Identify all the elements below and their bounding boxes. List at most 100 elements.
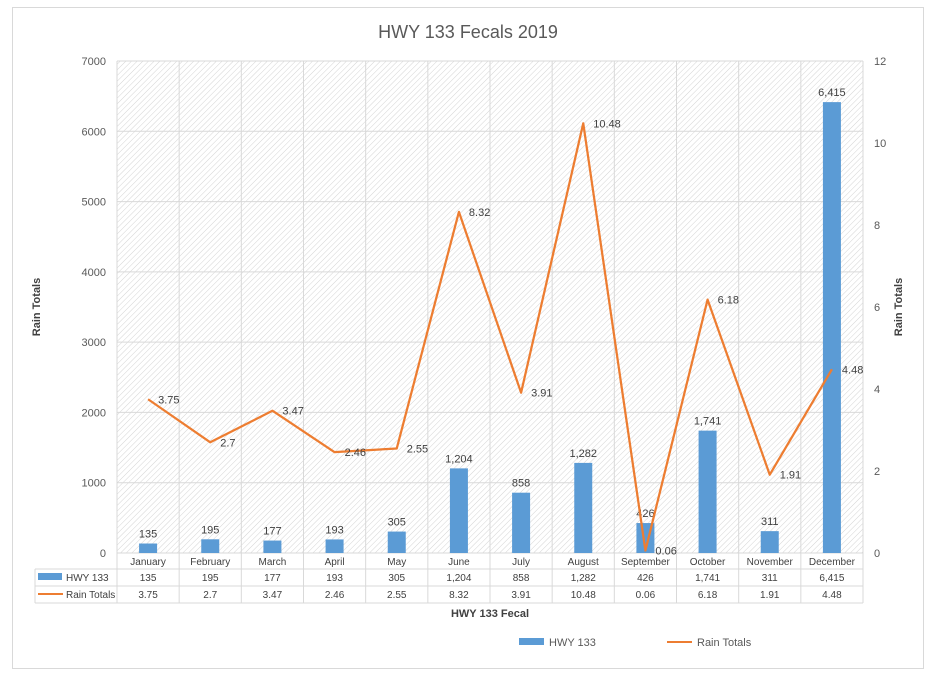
table-cell: 3.47: [263, 590, 283, 601]
bar-data-label: 195: [201, 524, 219, 536]
table-cell: 305: [388, 573, 405, 584]
category-label: June: [448, 557, 470, 568]
bar: [512, 492, 531, 553]
table-cell: 6,415: [819, 573, 844, 584]
line-data-label: 4.48: [842, 364, 863, 376]
y-left-tick-label: 2000: [82, 407, 106, 419]
table-cell: 3.75: [138, 590, 158, 601]
bar: [387, 531, 406, 553]
legend-bar-label: HWY 133: [549, 637, 596, 649]
line-data-label: 3.91: [531, 388, 552, 400]
category-label: October: [690, 557, 726, 568]
table-cell: 1,282: [571, 573, 596, 584]
category-label: August: [568, 557, 599, 568]
table-row-header: HWY 133: [66, 573, 109, 584]
category-label: February: [190, 557, 230, 568]
table-row-header: Rain Totals: [66, 590, 115, 601]
y-right-tick-label: 2: [874, 466, 880, 478]
y-right-tick-label: 10: [874, 138, 886, 150]
line-series: 3.75 2.7 3.47 2.46 2.55 8.32 3.91 10.48 0.06 6.18…: [147, 118, 863, 558]
y-left-tick-label: 4000: [82, 267, 106, 279]
category-label: November: [747, 557, 794, 568]
category-label: July: [512, 557, 530, 568]
bar-series: 135 195 177 1933051,2048581,2824261,7413116…: [139, 87, 846, 554]
bar-data-label: 1,282: [569, 448, 597, 460]
table-cell: 4.48: [822, 590, 842, 601]
legend-line-label: Rain Totals: [697, 637, 752, 649]
y-left-tick-label: 5000: [82, 197, 106, 209]
category-label: April: [325, 557, 345, 568]
bar: [139, 543, 158, 553]
y-left-tick-label: 0: [100, 548, 106, 560]
table-cell: 1,741: [695, 573, 720, 584]
bar-data-label: 1,204: [445, 453, 473, 465]
table-bar-swatch: [38, 573, 62, 580]
category-label: March: [259, 557, 287, 568]
y-left-tick-label: 3000: [82, 337, 106, 349]
y-right-tick-label: 6: [874, 302, 880, 314]
left-axis: 0 1000 2000 3000 4000 5000 6000 7000: [82, 56, 106, 560]
gridlines: [116, 60, 864, 554]
table-cell: 3.91: [511, 590, 531, 601]
y-right-tick-label: 0: [874, 548, 880, 560]
line-data-label: 10.48: [593, 118, 621, 130]
bar: [263, 540, 282, 553]
line-data-label: 2.7: [220, 437, 235, 449]
table-cell: 858: [513, 573, 530, 584]
bar: [201, 539, 220, 553]
table-cell: 1.91: [760, 590, 780, 601]
bar: [760, 531, 779, 553]
category-label: January: [130, 557, 166, 568]
line-data-label: 2.55: [407, 443, 428, 455]
bar-data-label: 177: [263, 526, 281, 538]
line-data-label: 3.47: [282, 406, 303, 418]
rain-totals-line: [147, 122, 833, 552]
table-cell: 10.48: [571, 590, 596, 601]
right-axis: 0 2 4 6 8 10 12: [874, 56, 886, 560]
data-table: January 135 3.75 February 195 2.7 March 177 3.47…: [34, 553, 864, 604]
y-left-tick-label: 7000: [82, 56, 106, 68]
bar-data-label: 193: [325, 524, 343, 536]
y-axis-right-label: Rain Totals: [893, 278, 905, 336]
bar: [325, 539, 344, 553]
line-data-label: 1.91: [780, 470, 801, 482]
line-data-label: 3.75: [158, 394, 179, 406]
table-cell: 135: [140, 573, 157, 584]
bar-data-label: 858: [512, 478, 530, 490]
bar: [574, 462, 593, 553]
y-axis-left-label: Rain Totals: [31, 278, 43, 336]
y-right-tick-label: 8: [874, 220, 880, 232]
line-data-label: 8.32: [469, 207, 490, 219]
y-left-tick-label: 6000: [82, 126, 106, 138]
legend: HWY 133 Rain Totals: [519, 637, 752, 649]
table-cell: 1,204: [446, 573, 471, 584]
bar-data-label: 6,415: [818, 87, 846, 99]
category-label: May: [387, 557, 406, 568]
y-left-tick-label: 1000: [82, 478, 106, 490]
table-cell: 8.32: [449, 590, 469, 601]
legend-bar-swatch: [519, 638, 544, 645]
line-data-label: 0.06: [655, 546, 676, 558]
bar: [698, 430, 717, 553]
table-cell: 426: [637, 573, 654, 584]
bar-data-label: 305: [388, 517, 406, 529]
chart-title: HWY 133 Fecals 2019: [378, 22, 558, 42]
y-right-tick-label: 4: [874, 384, 880, 396]
category-label: September: [621, 557, 671, 568]
line-data-label: 6.18: [718, 295, 739, 307]
bar-data-label: 135: [139, 529, 157, 541]
bar-data-label: 1,741: [694, 416, 722, 428]
table-cell: 2.55: [387, 590, 407, 601]
x-axis-label: HWY 133 Fecal: [451, 608, 529, 620]
bar: [449, 468, 468, 553]
y-right-tick-label: 12: [874, 56, 886, 68]
table-cell: 0.06: [636, 590, 656, 601]
table-cell: 2.46: [325, 590, 345, 601]
table-cell: 311: [762, 573, 778, 584]
table-cell: 195: [202, 573, 219, 584]
table-cell: 177: [264, 573, 281, 584]
category-label: December: [809, 557, 856, 568]
table-cell: 2.7: [203, 590, 217, 601]
table-cell: 6.18: [698, 590, 718, 601]
